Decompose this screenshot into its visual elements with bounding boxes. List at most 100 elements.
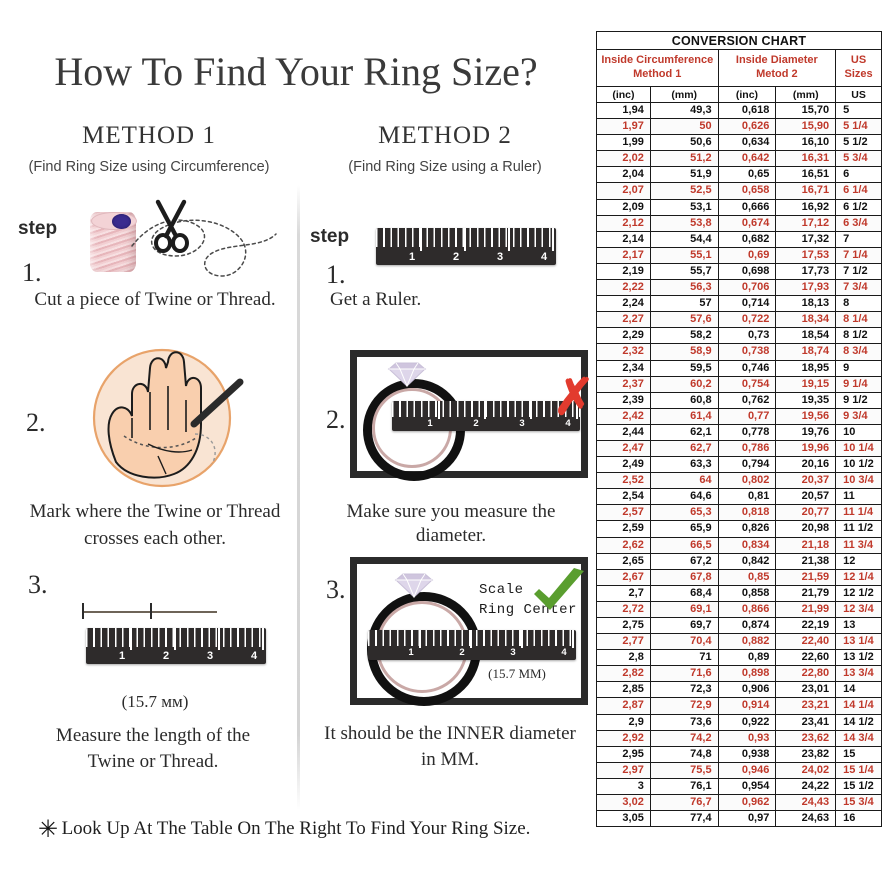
table-cell: 20,98	[775, 520, 837, 538]
column-divider	[297, 185, 300, 810]
method-2-step-word: step	[310, 226, 350, 247]
table-cell: 62,7	[649, 439, 719, 458]
table-cell: 2,34	[596, 359, 651, 377]
scale-label-line-1: Scale	[479, 582, 524, 598]
table-cell: 69,7	[649, 616, 719, 635]
table-cell: 0,858	[717, 584, 777, 602]
twine-spool-icon	[90, 212, 137, 272]
table-cell: 6 1/2	[835, 198, 882, 216]
ruler-2b-label-1: 1	[427, 418, 433, 429]
table-cell: 11 1/2	[835, 520, 882, 538]
column-header-1: (mm)	[649, 86, 719, 103]
ruler-2b-label-3: 3	[519, 418, 525, 429]
table-cell: 23,41	[775, 713, 837, 731]
table-row: 2,22 56,3 0,706 17,93 7 3/4	[596, 279, 882, 297]
table-row: 2,77 70,4 0,882 22,40 13 1/4	[596, 633, 882, 651]
table-cell: 0,826	[717, 520, 777, 538]
table-cell: 51,9	[649, 166, 719, 184]
table-row: 2,85 72,3 0,906 23,01 14	[596, 681, 882, 699]
table-cell: 17,53	[775, 246, 837, 264]
method-1-step-3-caption-1: Measure the length of the	[55, 725, 251, 746]
table-cell: 0,738	[717, 343, 777, 361]
table-cell: 2,9	[596, 713, 651, 731]
table-cell: 21,79	[775, 584, 837, 602]
table-cell: 17,73	[775, 262, 837, 281]
table-cell: 19,35	[775, 391, 837, 409]
table-row: 2,54 64,6 0,81 20,57 11	[596, 488, 882, 506]
table-cell: 5 3/4	[835, 150, 882, 168]
table-row: 2,17 55,1 0,69 17,53 7 1/4	[596, 246, 882, 264]
table-cell: 2,77	[596, 633, 651, 651]
table-cell: 0,914	[717, 697, 777, 715]
table-cell: 23,01	[775, 681, 837, 699]
ruler-1-label-1: 1	[118, 650, 126, 662]
table-cell: 2,8	[596, 649, 651, 667]
table-row: 3 76,1 0,954 24,22 15 1/2	[596, 777, 882, 796]
table-cell: 56,3	[649, 279, 719, 297]
table-cell: 0,922	[717, 713, 777, 731]
table-row: 2,37 60,2 0,754 19,15 9 1/4	[596, 375, 882, 393]
table-cell: 61,4	[649, 407, 719, 425]
method-1-step-1-number: 1.	[22, 258, 42, 287]
table-cell: 2,92	[596, 729, 651, 747]
table-cell: 53,1	[649, 198, 719, 216]
table-cell: 18,74	[775, 343, 837, 361]
ruler-2a-label-1: 1	[408, 251, 416, 263]
table-cell: 2,47	[596, 439, 651, 458]
table-cell: 50,6	[649, 134, 719, 152]
table-cell: 7	[835, 230, 882, 248]
table-cell: 0,666	[717, 198, 777, 216]
table-row: 2,52 64 0,802 20,37 10 3/4	[596, 472, 882, 490]
method-2-step-2-caption: Make sure you measure the diameter.	[346, 501, 556, 547]
footer-asterisk-icon: ✳	[38, 817, 59, 843]
table-cell: 18,34	[775, 311, 837, 329]
table-cell: 0,802	[717, 472, 777, 490]
table-cell: 0,762	[717, 391, 777, 409]
table-head: CONVERSION CHART Inside Circumference Met…	[596, 31, 882, 103]
table-cell: 9	[835, 359, 882, 377]
table-cell: 58,9	[649, 343, 719, 361]
table-cell: 0,818	[717, 504, 777, 522]
table-cell: 8 1/2	[835, 327, 882, 345]
table-cell: 2,39	[596, 391, 651, 409]
table-cell: 23,21	[775, 697, 837, 715]
table-cell: 2,72	[596, 600, 651, 619]
table-cell: 2,22	[596, 279, 651, 297]
table-cell: 2,62	[596, 536, 651, 554]
table-cell: 2,24	[596, 295, 651, 313]
table-cell: 22,80	[775, 665, 837, 683]
thread-path-icon	[131, 219, 277, 277]
table-cell: 60,8	[649, 391, 719, 409]
table-cell: 0,674	[717, 214, 777, 232]
table-cell: 16,31	[775, 150, 837, 168]
ruler-method-2-step-2: 1 2 3 4	[392, 401, 580, 431]
table-cell: 1,99	[596, 134, 651, 152]
table-cell: 22,40	[775, 633, 837, 651]
thread-mark-end	[150, 603, 152, 619]
table-row: 2,24 57 0,714 18,13 8	[596, 295, 882, 313]
table-cell: 2,87	[596, 697, 651, 715]
table-row: 2,29 58,2 0,73 18,54 8 1/2	[596, 327, 882, 345]
table-cell: 5 1/4	[835, 118, 882, 136]
table-cell: 69,1	[649, 600, 719, 619]
table-row: 2,04 51,9 0,65 16,51 6	[596, 166, 882, 184]
method-2-step-3-caption-2: in MM.	[420, 749, 480, 770]
table-cell: 60,2	[649, 375, 719, 393]
table-cell: 70,4	[649, 633, 719, 651]
table-cell: 72,3	[649, 681, 719, 699]
table-row: 2,72 69,1 0,866 21,99 12 3/4	[596, 600, 882, 619]
table-cell: 2,04	[596, 166, 651, 184]
page-title: How To Find Your Ring Size?	[54, 49, 538, 94]
table-cell: 9 1/2	[835, 391, 882, 409]
table-cell: 71	[649, 649, 719, 667]
group-header-line2: Metod 2	[756, 68, 798, 80]
table-row: 2,07 52,5 0,658 16,71 6 1/4	[596, 182, 882, 200]
method-2-step-3-illustration: 1 2 3 4 Scale Ring Center (15.7 MM)	[350, 557, 588, 706]
table-cell: 0,77	[717, 407, 777, 425]
table-cell: 14 3/4	[835, 729, 882, 747]
table-cell: 21,59	[775, 568, 837, 586]
table-cell: 7 1/2	[835, 262, 882, 281]
table-cell: 0,898	[717, 665, 777, 683]
table-cell: 21,38	[775, 552, 837, 570]
ruler-2b-label-2: 2	[473, 418, 479, 429]
